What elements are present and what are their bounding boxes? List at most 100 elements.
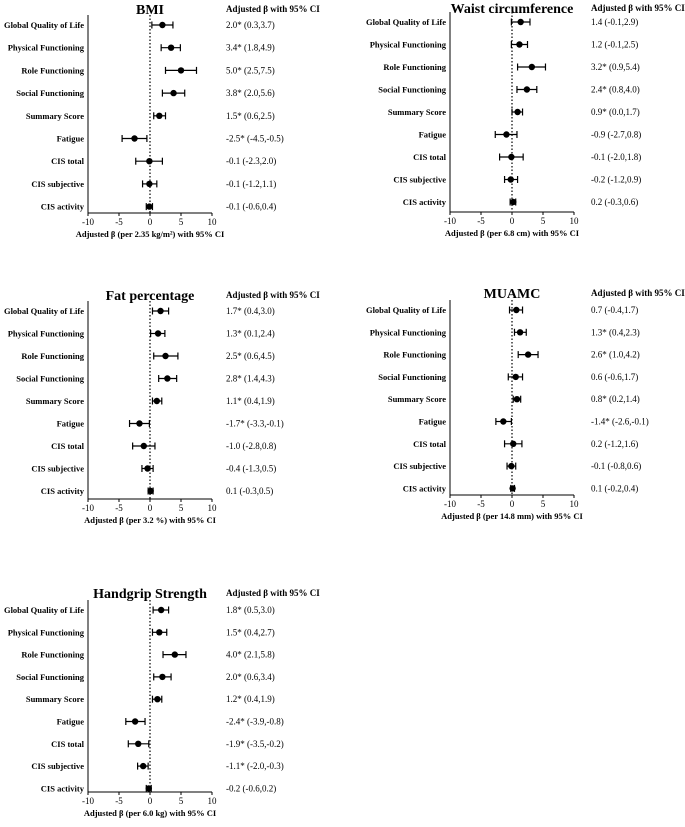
ci-column-header: Adjusted β with 95% CI	[226, 290, 320, 300]
point-estimate	[500, 418, 507, 425]
ci-value-label: -0.1 (-0.6,0.4)	[226, 202, 276, 212]
row-label: CIS subjective	[31, 761, 84, 771]
ci-column-header: Adjusted β with 95% CI	[591, 3, 685, 13]
ci-column-header: Adjusted β with 95% CI	[591, 288, 685, 298]
point-estimate	[159, 673, 166, 681]
point-estimate	[513, 396, 521, 403]
row-label: CIS activity	[403, 483, 447, 493]
row-label: CIS total	[51, 156, 84, 166]
x-tick-label: 0	[148, 503, 153, 513]
row-label: Fatigue	[57, 717, 85, 727]
x-tick-label: 5	[179, 503, 184, 513]
ci-value-label: 0.6 (-0.6,1.7)	[591, 372, 638, 382]
ci-value-label: -1.9* (-3.5,-0.2)	[226, 739, 284, 749]
row-label: CIS subjective	[393, 461, 446, 471]
ci-value-label: 0.1 (-0.3,0.5)	[226, 486, 273, 496]
ci-value-label: 1.3* (0.1,2.4)	[226, 329, 275, 339]
point-estimate	[509, 485, 516, 492]
point-estimate	[164, 375, 171, 382]
x-tick-label: -10	[444, 499, 456, 509]
row-label: Summary Score	[388, 394, 446, 404]
point-estimate	[162, 352, 169, 360]
row-label: CIS activity	[41, 486, 85, 496]
point-estimate	[503, 131, 510, 138]
ci-value-label: -0.2 (-0.6,0.2)	[226, 783, 276, 793]
row-label: Social Functioning	[378, 372, 447, 382]
ci-value-label: 2.0* (0.3,3.7)	[226, 20, 275, 30]
row-label: CIS activity	[41, 783, 85, 793]
ci-value-label: 0.7 (-0.4,1.7)	[591, 305, 638, 315]
x-tick-label: -10	[82, 503, 94, 513]
ci-column-header: Adjusted β with 95% CI	[226, 588, 320, 598]
x-tick-label: 0	[148, 796, 153, 806]
point-estimate	[508, 462, 515, 470]
row-label: Physical Functioning	[8, 43, 85, 53]
x-tick-label: 10	[208, 503, 218, 513]
row-label: Summary Score	[26, 111, 84, 121]
point-estimate	[171, 651, 178, 658]
x-tick-label: 10	[208, 796, 218, 806]
ci-value-label: 0.2 (-0.3,0.6)	[591, 197, 638, 207]
row-label: Global Quality of Life	[366, 305, 446, 315]
point-estimate	[516, 41, 523, 48]
ci-value-label: 1.5* (0.6,2.5)	[226, 111, 275, 121]
ci-value-label: -0.1 (-0.8,0.6)	[591, 461, 641, 471]
ci-column-header: Adjusted β with 95% CI	[226, 4, 320, 14]
ci-value-label: -0.1 (-2.3,2.0)	[226, 156, 276, 166]
x-tick-label: -10	[444, 216, 456, 226]
x-axis-label: Adjusted β (per 14.8 mm) with 95% CI	[441, 511, 583, 521]
point-estimate	[153, 397, 161, 405]
point-estimate	[131, 135, 138, 142]
x-tick-label: -5	[477, 216, 485, 226]
row-label: Social Functioning	[16, 672, 85, 682]
row-label: Global Quality of Life	[4, 306, 84, 316]
row-label: Fatigue	[419, 417, 447, 427]
row-label: Summary Score	[388, 107, 446, 117]
row-label: CIS subjective	[393, 175, 446, 185]
row-label: CIS subjective	[31, 464, 84, 474]
point-estimate	[523, 86, 531, 93]
panel-title: Handgrip Strength	[93, 587, 207, 602]
ci-value-label: -0.1 (-2.0,1.8)	[591, 152, 641, 162]
ci-value-label: 3.2* (0.9,5.4)	[591, 62, 640, 72]
ci-value-label: -0.2 (-1.2,0.9)	[591, 175, 641, 185]
row-label: Role Functioning	[383, 350, 446, 360]
ci-value-label: 1.4 (-0.1,2.9)	[591, 17, 638, 27]
row-label: Global Quality of Life	[366, 17, 446, 27]
ci-value-label: -0.1 (-1.2,1.1)	[226, 179, 276, 189]
ci-value-label: 1.3* (0.4,2.3)	[591, 327, 640, 337]
x-tick-label: 10	[208, 217, 218, 227]
row-label: Physical Functioning	[370, 40, 447, 50]
ci-value-label: 1.5* (0.4,2.7)	[226, 627, 275, 637]
ci-value-label: -1.4* (-2.6,-0.1)	[591, 417, 649, 427]
x-tick-label: 0	[510, 499, 515, 509]
x-axis-label: Adjusted β (per 3.2 %) with 95% CI	[84, 515, 217, 525]
panel-title: Waist circumference	[451, 2, 574, 17]
point-estimate	[146, 158, 153, 165]
point-estimate	[170, 89, 177, 97]
x-tick-label: 5	[541, 499, 546, 509]
ci-value-label: 4.0* (2.1,5.8)	[226, 650, 275, 660]
point-estimate	[528, 63, 536, 71]
x-tick-label: 10	[570, 499, 580, 509]
row-label: Role Functioning	[21, 650, 84, 660]
point-estimate	[508, 153, 515, 161]
x-axis-label: Adjusted β (per 2.35 kg/m²) with 95% CI	[76, 229, 225, 239]
x-tick-label: -5	[115, 503, 123, 513]
point-estimate	[145, 785, 152, 792]
row-label: CIS subjective	[31, 179, 84, 189]
x-tick-label: 0	[510, 216, 515, 226]
ci-value-label: 3.4* (1.8,4.9)	[226, 43, 275, 53]
point-estimate	[146, 203, 153, 210]
ci-value-label: 1.2* (0.4,1.9)	[226, 694, 275, 704]
ci-value-label: 0.9* (0.0,1.7)	[591, 107, 640, 117]
ci-value-label: 1.7* (0.4,3.0)	[226, 306, 275, 316]
row-label: Social Functioning	[378, 85, 447, 95]
point-estimate	[510, 440, 517, 447]
ci-value-label: -1.0 (-2.8,0.8)	[226, 441, 276, 451]
point-estimate	[167, 44, 175, 51]
row-label: CIS total	[51, 739, 84, 749]
point-estimate	[516, 329, 524, 336]
row-label: Role Functioning	[21, 65, 84, 75]
